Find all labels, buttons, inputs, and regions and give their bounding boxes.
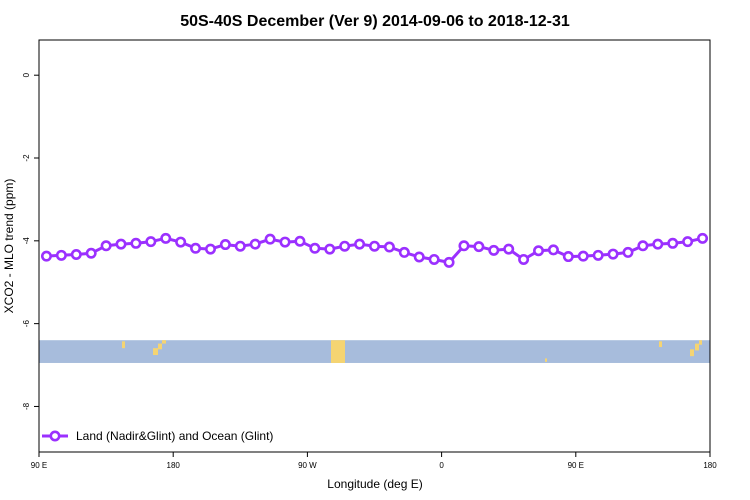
data-point: [383, 241, 395, 253]
data-point: [279, 236, 291, 248]
data-point: [354, 238, 366, 250]
data-point: [115, 238, 127, 250]
y-axis-label: XCO2 - MLO trend (ppm): [2, 179, 16, 314]
x-tick-label: 0: [439, 461, 444, 470]
data-point: [533, 245, 545, 257]
chart-title: 50S-40S December (Ver 9) 2014-09-06 to 2…: [180, 13, 570, 30]
data-point: [264, 233, 276, 245]
data-point: [249, 238, 261, 250]
data-point: [219, 239, 231, 251]
x-axis: 90 E 180 90 W 0 90 E 180: [31, 452, 717, 470]
data-point: [488, 244, 500, 256]
data-point: [577, 250, 589, 262]
data-point: [309, 242, 321, 254]
data-point: [100, 240, 112, 252]
land-patch: [331, 340, 345, 363]
x-tick-label: 90 W: [298, 461, 317, 470]
land-ocean-band: [39, 340, 710, 363]
plot-frame: [38, 39, 711, 453]
data-point: [85, 247, 97, 259]
data-point: [697, 232, 709, 244]
ocean-band: [39, 340, 710, 363]
data-point: [428, 253, 440, 265]
data-point: [622, 246, 634, 258]
data-point: [40, 250, 52, 262]
land-patch: [158, 343, 162, 350]
data-point: [160, 232, 172, 244]
data-point: [339, 240, 351, 252]
series-group: [40, 232, 709, 268]
data-point: [607, 248, 619, 260]
x-tick-label: 180: [167, 461, 181, 470]
x-tick-label: 90 E: [31, 461, 47, 470]
land-patch: [695, 343, 699, 351]
data-point: [324, 243, 336, 255]
data-point: [443, 256, 455, 268]
data-point: [70, 248, 82, 260]
data-point: [547, 244, 559, 256]
data-point: [175, 236, 187, 248]
data-point: [637, 240, 649, 252]
land-patch: [153, 348, 158, 356]
legend-label: Land (Nadir&Glint) and Ocean (Glint): [76, 429, 273, 443]
data-point: [503, 243, 515, 255]
land-patch: [690, 349, 694, 357]
legend-marker: [49, 430, 61, 442]
y-tick-label: -2: [22, 154, 31, 162]
data-point: [413, 251, 425, 263]
y-tick-label: -8: [22, 402, 31, 410]
data-point: [204, 243, 216, 255]
x-tick-label: 180: [703, 461, 717, 470]
land-patch: [659, 341, 662, 348]
data-point: [398, 246, 410, 258]
data-point: [562, 251, 574, 263]
data-point: [55, 249, 67, 261]
data-point: [130, 237, 142, 249]
data-point: [682, 236, 694, 248]
data-point: [190, 242, 202, 254]
land-patch: [162, 340, 166, 344]
y-axis: 0 -2 -4 -6 -8: [22, 72, 39, 410]
data-point: [234, 240, 246, 252]
x-axis-label: Longitude (deg E): [327, 477, 422, 491]
y-tick-label: -6: [22, 320, 31, 328]
data-point: [473, 241, 485, 253]
data-point: [667, 237, 679, 249]
data-point: [652, 238, 664, 250]
y-tick-label: -4: [22, 237, 31, 245]
data-point: [518, 253, 530, 265]
x-tick-label: 90 E: [568, 461, 584, 470]
data-point: [592, 249, 604, 261]
y-tick-label: 0: [22, 72, 31, 77]
land-patch: [122, 341, 125, 349]
data-point: [458, 240, 470, 252]
data-point: [368, 240, 380, 252]
data-point: [294, 235, 306, 247]
data-point: [145, 236, 157, 248]
land-patch: [699, 340, 702, 345]
legend: Land (Nadir&Glint) and Ocean (Glint): [42, 429, 273, 443]
land-patch: [545, 358, 547, 362]
